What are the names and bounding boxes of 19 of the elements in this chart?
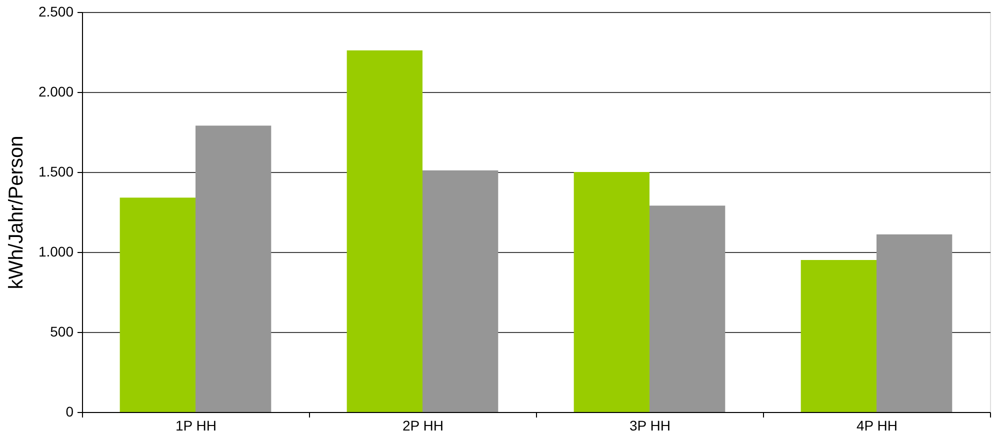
y-tick-label: 2.000 — [38, 84, 74, 100]
y-tick-label: 0 — [66, 404, 74, 420]
bar — [800, 260, 876, 412]
bar — [650, 206, 726, 412]
y-tick-label: 500 — [50, 324, 74, 340]
y-tick-label: 1.500 — [38, 164, 74, 180]
bar — [422, 170, 498, 412]
x-tick-label: 1P HH — [176, 418, 216, 434]
x-tick-label: 4P HH — [856, 418, 898, 434]
y-tick-label: 2.500 — [38, 4, 74, 20]
y-tick-label: 1.000 — [38, 244, 74, 260]
x-tick-label: 2P HH — [402, 418, 444, 434]
x-tick-label: 3P HH — [630, 418, 670, 434]
y-axis-title: kWh/Jahr/Person — [5, 136, 28, 290]
bar — [574, 172, 650, 412]
bar — [120, 198, 196, 412]
bar — [196, 126, 272, 412]
bar — [346, 50, 422, 412]
bar — [876, 234, 952, 412]
